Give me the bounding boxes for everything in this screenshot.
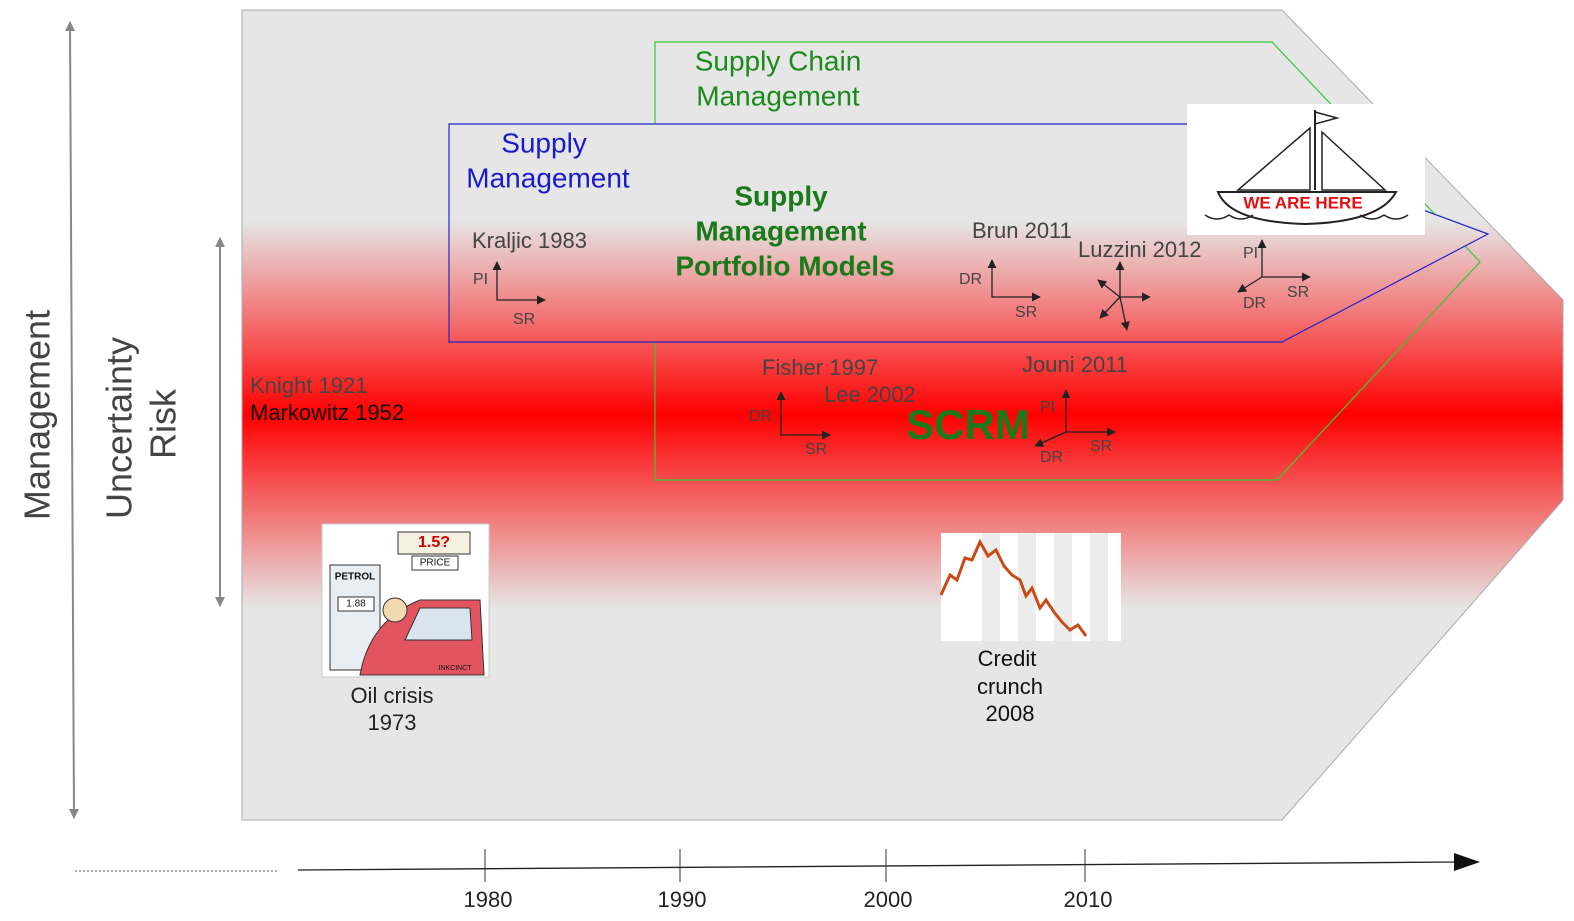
- reference: Kraljic 1983: [472, 228, 587, 253]
- cartoon-text: 1.5?: [418, 534, 450, 551]
- oil-crisis-cartoon: PETROL 1.88 1.5? PRICE INKCINCT: [322, 524, 489, 677]
- management-axis: [70, 22, 74, 818]
- event-label: Oil crisis: [350, 683, 433, 708]
- axis-label: SR: [1287, 284, 1309, 301]
- axis-label: SR: [513, 311, 535, 328]
- axis-label: SR: [1090, 438, 1112, 455]
- event-label: 1973: [368, 710, 417, 735]
- timeline-arrowhead: [1454, 853, 1480, 871]
- axis-label: DR: [749, 408, 772, 425]
- cartoon-text: PETROL: [335, 572, 376, 583]
- timeline-label: 1980: [464, 887, 513, 912]
- event-label: crunch: [977, 674, 1043, 699]
- axis-label: SR: [805, 441, 827, 458]
- cartoon-text: INKCINCT: [438, 665, 472, 672]
- side-label: Management: [17, 310, 58, 520]
- reference: Knight 1921: [250, 373, 367, 398]
- region-label: Management: [466, 162, 630, 193]
- cartoon-text: PRICE: [420, 558, 451, 569]
- event-label: Credit: [978, 646, 1037, 671]
- region-label: Management: [696, 80, 860, 111]
- event-label: 2008: [986, 701, 1035, 726]
- axis-label: PI: [473, 271, 488, 288]
- reference: Jouni 2011: [1022, 352, 1128, 377]
- region-label: Management: [695, 215, 866, 246]
- side-label: Risk: [143, 388, 184, 459]
- axis-label: PI: [1243, 245, 1258, 262]
- region-label: Supply: [501, 127, 587, 158]
- axis-label: DR: [1040, 449, 1063, 466]
- timeline: [298, 862, 1458, 870]
- cartoon-text: 1.88: [346, 599, 366, 610]
- reference: Lee 2002: [824, 382, 916, 407]
- we-are-here-badge: WE ARE HERE: [1187, 104, 1425, 235]
- region-label: SCRM: [906, 401, 1030, 448]
- timeline-label: 2000: [864, 887, 913, 912]
- axis-label: DR: [959, 271, 982, 288]
- axis-label: SR: [1015, 304, 1037, 321]
- reference: Brun 2011: [972, 218, 1072, 243]
- reference: Fisher 1997: [762, 355, 878, 380]
- diagram: Management Uncertainty Risk Supply Chain…: [0, 0, 1574, 921]
- reference: Luzzini 2012: [1078, 237, 1202, 262]
- side-label: Uncertainty: [99, 337, 140, 519]
- credit-crunch-chart: [941, 533, 1121, 641]
- axis-label: PI: [1040, 399, 1055, 416]
- region-label: Supply: [734, 180, 828, 211]
- region-label: Portfolio Models: [675, 250, 894, 281]
- timeline-label: 2010: [1064, 887, 1113, 912]
- badge-text: WE ARE HERE: [1243, 193, 1362, 212]
- region-label: Supply Chain: [695, 45, 862, 76]
- timeline-label: 1990: [658, 887, 707, 912]
- reference: Markowitz 1952: [250, 400, 404, 425]
- axis-label: DR: [1243, 295, 1266, 312]
